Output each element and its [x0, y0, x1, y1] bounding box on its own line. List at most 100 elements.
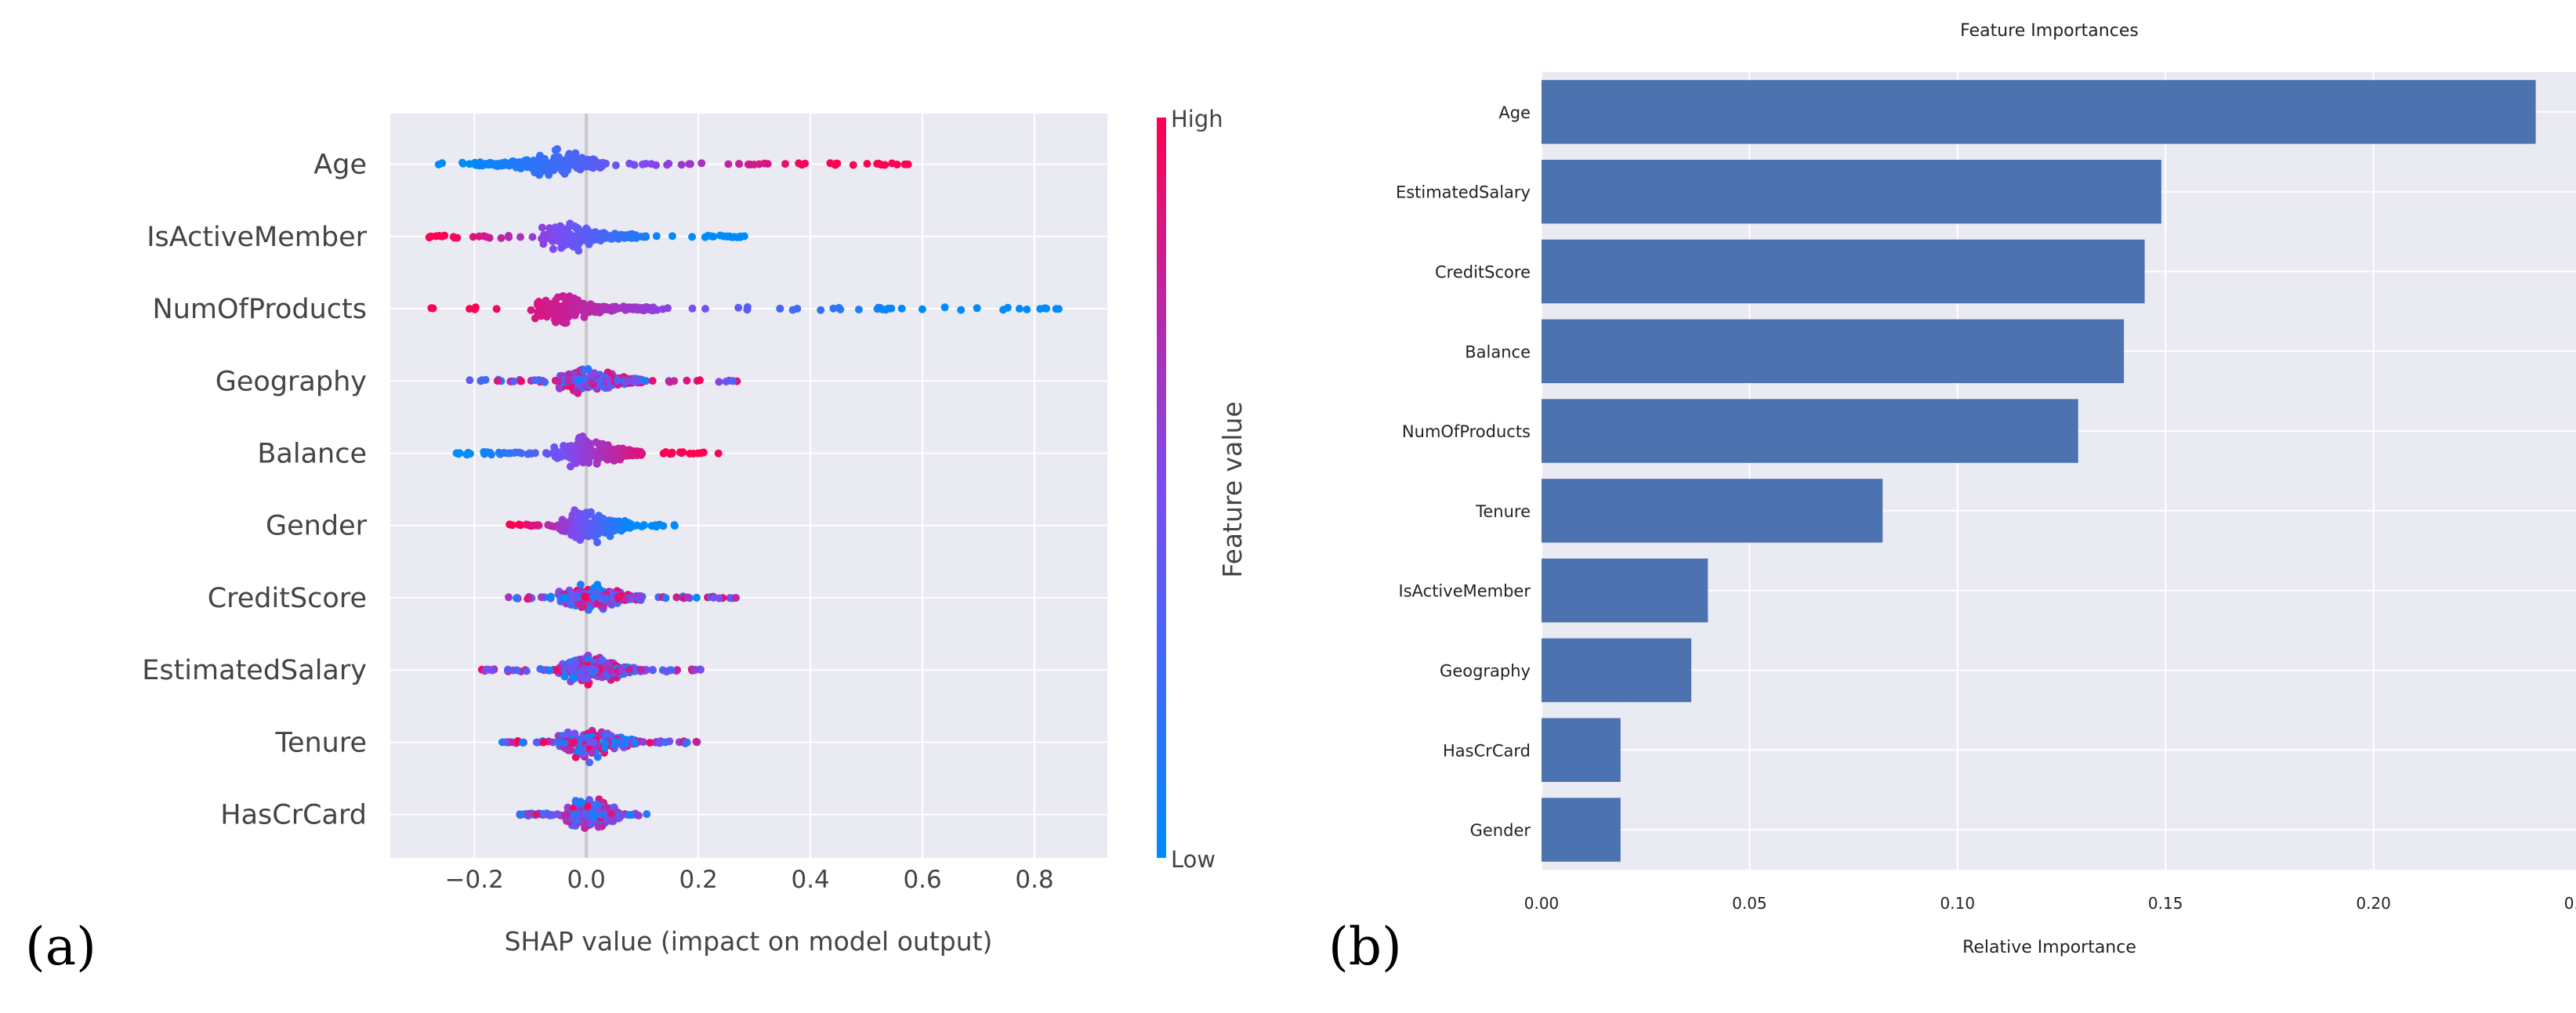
shap-dot — [571, 809, 580, 818]
shap-dot — [587, 378, 595, 387]
shap-dot — [556, 384, 564, 393]
shap-dot — [541, 232, 549, 241]
shap-dot — [517, 377, 526, 385]
shap-dot — [568, 665, 577, 674]
shap-dot — [502, 738, 510, 747]
importance-category-label: HasCrCard — [1443, 741, 1531, 760]
shap-dot — [648, 377, 657, 385]
panel-label-b: (b) — [1328, 917, 1402, 977]
shap-dot — [519, 738, 527, 747]
shap-x-tick-label: 0.2 — [679, 866, 718, 894]
shap-dot — [545, 811, 554, 819]
shap-dot — [577, 798, 585, 807]
shap-dot — [643, 810, 651, 819]
shap-dot — [624, 376, 632, 385]
shap-dot — [788, 306, 797, 314]
shap-dot — [594, 823, 603, 831]
shap-dot — [607, 809, 616, 818]
shap-dot — [554, 738, 563, 747]
shap-dot — [875, 159, 883, 168]
importance-category-label: Gender — [1470, 821, 1531, 840]
importance-bar — [1542, 798, 1621, 862]
shap-dot — [614, 593, 622, 602]
shap-feature-label: NumOfProducts — [153, 294, 367, 325]
shap-dot — [683, 593, 692, 602]
shap-dot — [729, 377, 737, 385]
shap-dot — [608, 305, 617, 313]
shap-dot — [636, 665, 645, 674]
shap-dot — [626, 811, 635, 819]
shap-dot — [665, 737, 674, 746]
shap-dot — [562, 810, 571, 819]
shap-dot — [500, 449, 509, 457]
shap-dot — [900, 160, 909, 168]
shap-dot — [1052, 305, 1060, 313]
shap-dot — [513, 666, 521, 675]
shap-dot — [560, 306, 569, 313]
shap-dot — [522, 667, 531, 675]
shap-dot — [722, 378, 730, 385]
shap-dot — [606, 666, 614, 675]
shap-dot — [665, 159, 673, 168]
shap-dot — [688, 304, 697, 313]
shap-dot — [583, 449, 591, 458]
shap-dot — [884, 304, 893, 313]
shap-dot — [585, 440, 594, 448]
shap-dot — [584, 680, 592, 689]
shap-dot — [560, 165, 569, 174]
shap-dot — [602, 730, 610, 739]
shap-dot — [590, 369, 599, 378]
importance-bar — [1542, 638, 1692, 703]
shap-dot — [881, 161, 889, 169]
shap-dot — [677, 161, 686, 169]
shap-dot — [614, 233, 622, 241]
shap-dot — [622, 521, 631, 530]
shap-dot — [613, 376, 621, 385]
shap-dot — [723, 233, 731, 241]
shap-dot — [664, 304, 672, 313]
shap-dot — [469, 233, 477, 241]
shap-feature-label: Tenure — [275, 727, 367, 758]
shap-dot — [509, 377, 518, 385]
importance-bar — [1542, 239, 2145, 304]
shap-dot — [716, 231, 724, 240]
shap-dot — [627, 450, 636, 458]
shap-dot — [584, 511, 592, 519]
shap-dot — [625, 665, 634, 674]
shap-dot — [508, 521, 516, 530]
shap-dot — [512, 448, 520, 457]
shap-feature-label: CreditScore — [208, 583, 367, 614]
shap-x-tick-label: 0.0 — [567, 866, 606, 894]
colorbar — [1157, 118, 1166, 858]
importance-category-label: NumOfProducts — [1402, 422, 1531, 441]
shap-dot — [601, 739, 610, 747]
shap-feature-label: IsActiveMember — [147, 222, 367, 253]
importance-bar — [1542, 558, 1708, 623]
shap-dot — [541, 154, 549, 163]
shap-dot — [596, 810, 604, 819]
shap-dot — [637, 304, 646, 313]
importance-bar — [1542, 80, 2536, 144]
shap-dot — [553, 145, 561, 154]
shap-dot — [466, 376, 474, 385]
panel-label-a: (a) — [25, 917, 96, 977]
shap-dot — [611, 161, 620, 169]
shap-dot — [595, 305, 603, 313]
shap-dot — [567, 601, 575, 609]
shap-dot — [589, 520, 597, 529]
shap-dot — [600, 449, 609, 458]
shap-dot — [631, 738, 639, 747]
shap-dot — [560, 739, 569, 747]
colorbar-title: Feature value — [1217, 401, 1248, 577]
shap-dot — [570, 448, 578, 457]
shap-dot — [604, 375, 613, 384]
shap-x-tick-label: 0.6 — [903, 866, 941, 894]
shap-dot — [574, 156, 582, 165]
shap-dot — [550, 154, 559, 162]
shap-dot — [538, 809, 547, 818]
shap-dot — [555, 377, 563, 385]
shap-plot-area — [390, 114, 1107, 858]
shap-dot — [483, 448, 491, 457]
shap-dot — [734, 303, 743, 312]
shap-dot — [597, 521, 606, 530]
